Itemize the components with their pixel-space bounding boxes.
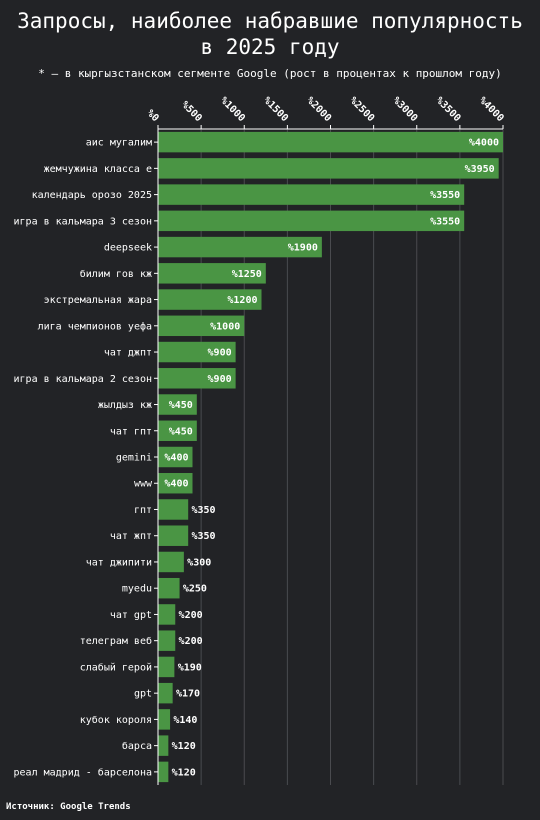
value-label: %250 <box>183 584 207 595</box>
value-label: %1000 <box>210 321 240 332</box>
bar <box>158 499 189 520</box>
category-label: gpt <box>134 689 152 700</box>
bar <box>158 210 465 232</box>
value-label: %3950 <box>465 164 495 175</box>
value-label: %350 <box>191 505 215 516</box>
bar <box>158 525 189 546</box>
bar <box>158 394 197 415</box>
category-label: билим гов кж <box>80 268 152 280</box>
value-labels: %4000 %3950 %3550 %3550 %1900 %1250 %1200 %1000… <box>164 138 499 779</box>
value-label: %300 <box>187 557 211 568</box>
bar <box>158 315 245 337</box>
value-label: %400 <box>164 453 188 464</box>
value-label: %400 <box>164 479 188 490</box>
category-label: телеграм веб <box>80 635 152 647</box>
category-label: игра в кальмара 2 сезон <box>14 374 152 385</box>
category-label: gemini <box>116 453 152 464</box>
bar <box>158 158 499 179</box>
bar <box>158 709 171 730</box>
bar <box>158 682 173 704</box>
category-label: слабый герой <box>80 661 152 673</box>
value-label: %1900 <box>288 243 318 254</box>
bar <box>158 473 193 494</box>
category-label: чат gpt <box>110 610 152 621</box>
bar <box>158 604 176 625</box>
value-label: %900 <box>208 348 232 359</box>
category-label: чат гпт <box>110 426 152 437</box>
source-note: Источник: Google Trends <box>6 802 131 812</box>
bars <box>158 131 503 783</box>
value-label: %900 <box>208 374 232 385</box>
x-tick-labels: %0 %500 %1000 %1500 %2000 %2500 %3000 %3500 %400… <box>144 95 505 124</box>
axes <box>154 125 504 785</box>
bar <box>158 289 262 310</box>
category-label: игра в кальмара 3 сезон <box>14 216 152 227</box>
x-tick-label: %4000 <box>477 95 506 124</box>
bar <box>158 263 266 284</box>
x-tick-label: %500 <box>179 99 204 124</box>
bar <box>158 341 236 363</box>
bar <box>158 236 322 258</box>
value-label: %450 <box>169 426 193 437</box>
category-label: deepseek <box>104 243 152 254</box>
bar <box>158 735 169 756</box>
bar <box>158 368 236 389</box>
bar <box>158 656 175 678</box>
category-label: аис мугалим <box>86 138 152 149</box>
bar <box>158 630 176 651</box>
bar <box>158 131 503 153</box>
bar <box>158 446 193 468</box>
value-label: %350 <box>191 531 215 542</box>
bar <box>158 551 184 573</box>
category-label: жылдыз кж <box>98 400 152 411</box>
value-label: %200 <box>179 610 203 621</box>
category-label: жемчужина класса е <box>44 164 152 175</box>
x-tick-label: %1000 <box>218 95 247 124</box>
bar-chart: %0 %500 %1000 %1500 %2000 %2500 %3000 %3500 %400… <box>14 95 506 785</box>
category-label: www <box>134 479 153 490</box>
value-label: %190 <box>178 662 202 673</box>
bar <box>158 577 180 599</box>
category-label: чат жпт <box>110 531 152 542</box>
bar <box>158 761 169 783</box>
x-tick-label: %2000 <box>304 95 333 124</box>
value-label: %3550 <box>430 190 460 201</box>
category-label: чат джпт <box>104 348 152 359</box>
value-label: %450 <box>169 400 193 411</box>
bar <box>158 420 197 441</box>
category-labels: аис мугалим жемчужина класса е календарь о… <box>14 138 153 779</box>
value-label: %120 <box>172 767 196 778</box>
x-tick-label: %3000 <box>390 95 419 124</box>
bar <box>158 184 465 205</box>
value-label: %200 <box>179 636 203 647</box>
x-tick-label: %3500 <box>433 95 462 124</box>
x-tick-label: %0 <box>144 108 160 124</box>
category-label: кубок короля <box>80 714 152 726</box>
category-label: экстремальная жара <box>44 295 152 306</box>
value-label: %120 <box>172 741 196 752</box>
x-tick-label: %2500 <box>347 95 376 124</box>
category-label: календарь орозо 2025 <box>32 190 152 201</box>
value-label: %3550 <box>430 216 460 227</box>
value-label: %1200 <box>227 295 257 306</box>
chart-title: Запросы, наиболее набравшие популярность… <box>17 9 523 59</box>
category-label: реал мадрид - барселона <box>14 766 152 778</box>
category-label: гпт <box>134 505 152 516</box>
x-tick-label: %1500 <box>261 95 290 124</box>
chart-subtitle: * — в кыргызстанском сегменте Google (ро… <box>38 67 502 80</box>
category-label: лига чемпионов уефа <box>38 320 152 332</box>
value-label: %170 <box>176 689 200 700</box>
value-label: %140 <box>173 715 197 726</box>
category-label: чат джипити <box>86 557 152 568</box>
value-label: %4000 <box>469 138 499 149</box>
value-label: %1250 <box>232 269 262 280</box>
category-label: myedu <box>122 584 152 595</box>
category-label: барса <box>122 740 152 752</box>
